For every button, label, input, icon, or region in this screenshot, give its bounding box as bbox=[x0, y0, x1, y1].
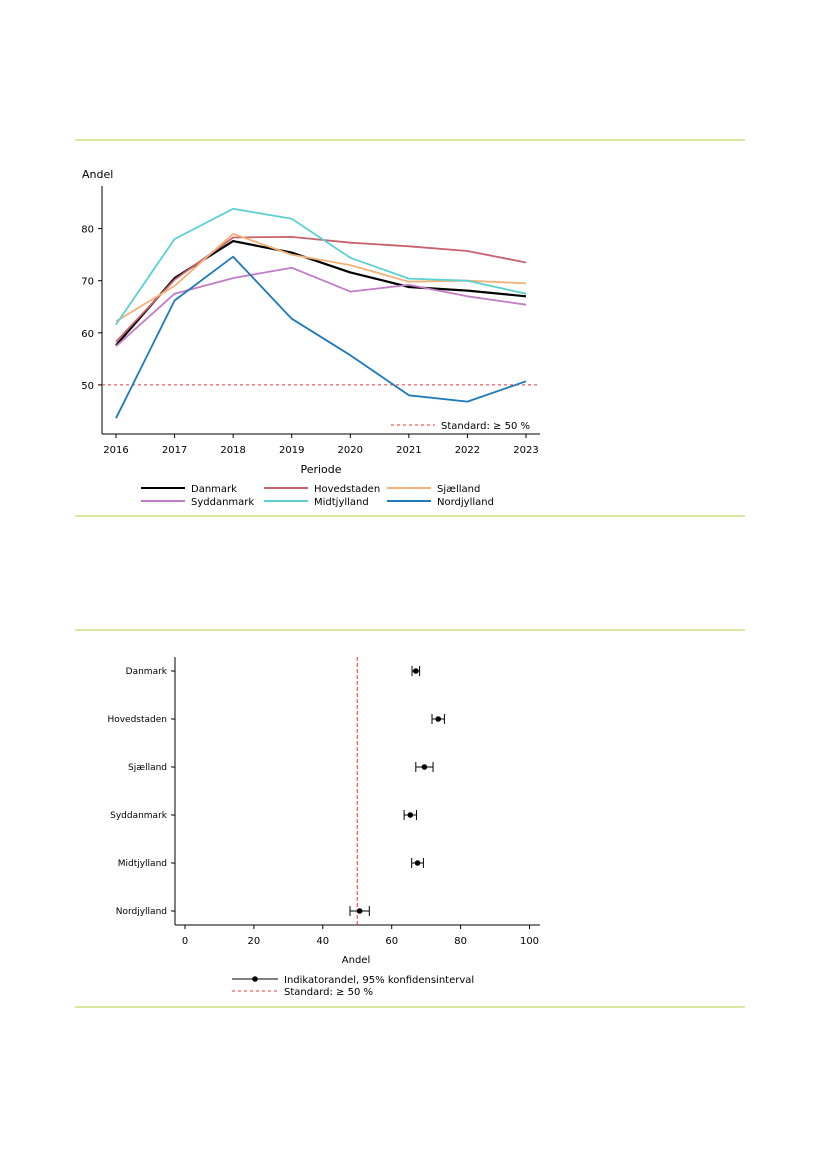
legend: Danmark Hovedstaden Sjælland Syddanmark Midt… bbox=[141, 484, 494, 508]
estimate-point-sjælland bbox=[421, 764, 428, 770]
x-tick-label: 2016 bbox=[103, 445, 128, 456]
legend-label-nordjylland: Nordjylland bbox=[437, 497, 494, 508]
series-line-midtjylland bbox=[115, 207, 527, 326]
y-tick-label: 50 bbox=[81, 381, 94, 392]
x-tick-label: 40 bbox=[316, 936, 329, 947]
y-axis-label: Andel bbox=[82, 168, 113, 181]
legend-label-hovedstaden: Hovedstaden bbox=[314, 484, 380, 495]
legend-label-standard: Standard: ≥ 50 % bbox=[284, 987, 373, 998]
estimate-point-nordjylland bbox=[356, 908, 363, 914]
estimate-point-syddanmark bbox=[407, 812, 414, 818]
category-label-midtjylland: Midtjylland bbox=[118, 859, 167, 869]
y-tick-label: 70 bbox=[81, 277, 94, 288]
category-label-syddanmark: Syddanmark bbox=[110, 811, 168, 821]
legend: Indikatorandel, 95% konfidensintervalSta… bbox=[232, 975, 474, 998]
x-tick-label: 2019 bbox=[279, 445, 304, 456]
axes bbox=[98, 186, 540, 438]
x-tick-label: 80 bbox=[454, 936, 467, 947]
series-line-nordjylland bbox=[115, 255, 527, 419]
x-axis-label: Andel bbox=[342, 955, 370, 966]
legend-marker-estimate bbox=[252, 976, 258, 982]
estimate-point-hovedstaden bbox=[435, 716, 442, 722]
legend-label-estimate: Indikatorandel, 95% konfidensinterval bbox=[284, 975, 474, 986]
x-tick-label: 2018 bbox=[220, 445, 245, 456]
series-lines bbox=[115, 207, 527, 419]
legend-label-danmark: Danmark bbox=[191, 484, 237, 495]
x-tick-label: 2023 bbox=[513, 445, 538, 456]
y-tick-label: 80 bbox=[81, 225, 94, 236]
estimate-point-midtjylland bbox=[414, 860, 421, 866]
category-label-sjælland: Sjælland bbox=[128, 763, 167, 773]
legend-label-midtjylland: Midtjylland bbox=[314, 497, 369, 508]
estimates bbox=[349, 666, 445, 916]
series-line-syddanmark bbox=[115, 266, 527, 347]
x-tick-label: 20 bbox=[248, 936, 261, 947]
line-chart: Andel Periode 50 60 70 80 2016 2017 2018 2019 20… bbox=[81, 168, 540, 508]
reference-line: Standard: ≥ 50 % bbox=[102, 384, 540, 432]
x-tick-label: 2022 bbox=[455, 445, 480, 456]
series-line-hovedstaden bbox=[115, 235, 527, 343]
legend-label-sjælland: Sjælland bbox=[437, 484, 480, 495]
axes bbox=[171, 657, 540, 929]
divider-top-1 bbox=[75, 139, 745, 141]
tick-labels: 50 60 70 80 2016 2017 2018 2019 2020 2021 2022 2023 bbox=[81, 225, 538, 456]
standard-legend-label: Standard: ≥ 50 % bbox=[441, 421, 530, 432]
tick-labels: 0 20 40 60 80 100 Danmark Hovedstaden Sjælland Sy… bbox=[107, 667, 539, 947]
x-tick-label: 2021 bbox=[396, 445, 421, 456]
divider-bottom-2 bbox=[75, 1006, 745, 1008]
estimate-point-danmark bbox=[413, 668, 419, 674]
y-tick-label: 60 bbox=[81, 329, 94, 340]
x-tick-label: 2020 bbox=[338, 445, 363, 456]
category-label-hovedstaden: Hovedstaden bbox=[107, 715, 167, 725]
divider-bottom-1 bbox=[75, 515, 745, 517]
x-axis-label: Periode bbox=[300, 463, 341, 476]
category-label-nordjylland: Nordjylland bbox=[116, 907, 167, 917]
x-tick-label: 100 bbox=[520, 936, 539, 947]
x-tick-label: 60 bbox=[385, 936, 398, 947]
legend-label-syddanmark: Syddanmark bbox=[191, 497, 254, 508]
x-tick-label: 0 bbox=[182, 936, 188, 947]
category-label-danmark: Danmark bbox=[126, 667, 168, 677]
x-tick-label: 2017 bbox=[162, 445, 187, 456]
divider-top-2 bbox=[75, 629, 745, 631]
